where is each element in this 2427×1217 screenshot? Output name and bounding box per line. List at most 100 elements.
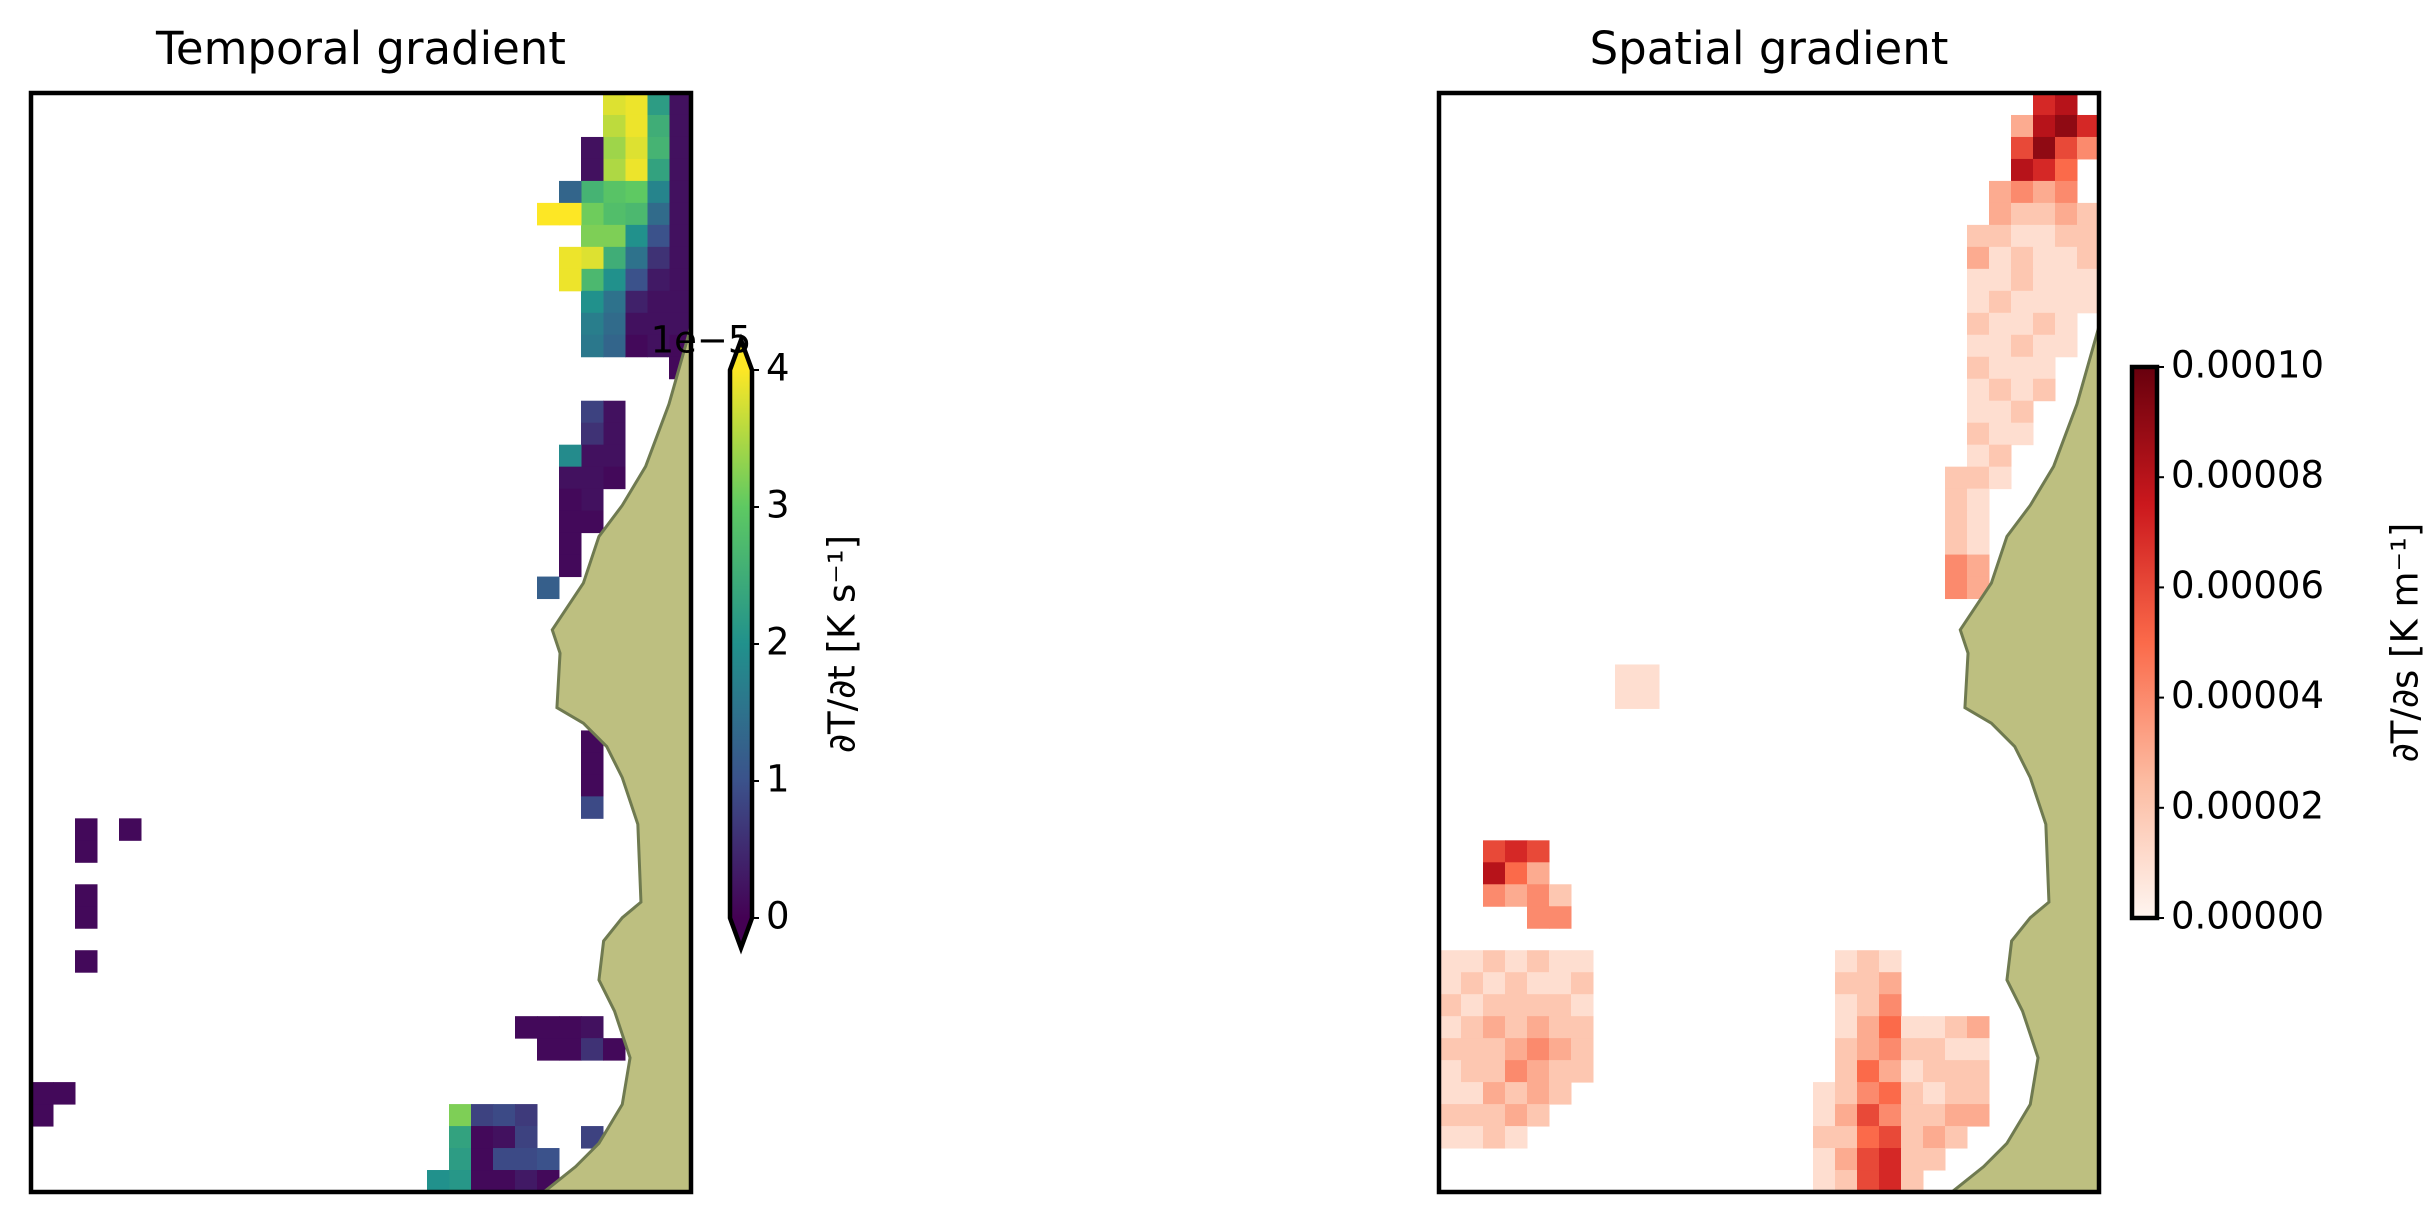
heatmap-cell: [1945, 466, 1968, 490]
heatmap-cell: [449, 1170, 472, 1193]
heatmap-cell: [1835, 950, 1858, 973]
heatmap-cell: [1945, 488, 1968, 512]
heatmap-cell: [1483, 972, 1506, 995]
heatmap-cell: [603, 158, 626, 182]
heatmap-cell: [647, 268, 670, 292]
heatmap-cell: [1527, 862, 1550, 885]
heatmap-cell: [625, 290, 648, 314]
heatmap-cell: [53, 1082, 76, 1105]
heatmap-cell: [471, 1148, 494, 1171]
heatmap-cell: [537, 1038, 560, 1061]
heatmap-cell: [31, 1104, 54, 1127]
heatmap-cell: [1483, 1016, 1506, 1039]
heatmap-cell: [471, 1104, 494, 1127]
heatmap-cell: [1967, 466, 1990, 490]
heatmap-cell: [1549, 1016, 1572, 1039]
heatmap-cell: [1527, 1016, 1550, 1039]
heatmap-cell: [1835, 1060, 1858, 1083]
heatmap-cell: [75, 840, 98, 863]
heatmap-cell: [1945, 1038, 1968, 1061]
heatmap-cell: [1967, 554, 1990, 578]
heatmap-cell: [1483, 994, 1506, 1017]
heatmap-cell: [1857, 1170, 1880, 1193]
heatmap-cell: [1989, 378, 2012, 402]
heatmap-cell: [2033, 378, 2056, 402]
heatmap-cell: [1439, 1038, 1462, 1061]
heatmap-cell: [1989, 422, 2012, 446]
heatmap-cell: [1439, 994, 1462, 1017]
heatmap-cell: [559, 554, 582, 578]
heatmap-cell: [1813, 1148, 1836, 1171]
heatmap-cell: [1989, 444, 2012, 468]
heatmap-cell: [647, 312, 670, 336]
heatmap-cell: [1813, 1104, 1836, 1127]
colorbar-label: ∂T/∂t [K s⁻¹]: [821, 535, 864, 753]
heatmap-cell: [2033, 93, 2056, 116]
heatmap-cell: [581, 268, 604, 292]
heatmap-cell: [603, 93, 626, 116]
colorbar-tick-label: 0.00006: [2171, 564, 2324, 607]
heatmap-cell: [515, 1104, 538, 1127]
heatmap-cell: [1967, 268, 1990, 292]
heatmap-cell: [1571, 1060, 1594, 1083]
colorbar-tick-label: 0.00008: [2171, 454, 2324, 497]
heatmap-cell: [1901, 1148, 1924, 1171]
heatmap-cell: [493, 1126, 516, 1149]
heatmap-cell: [1439, 1060, 1462, 1083]
heatmap-cell: [1615, 664, 1638, 687]
heatmap-cell: [471, 1126, 494, 1149]
heatmap-cell: [1967, 510, 1990, 534]
heatmap-cell: [581, 312, 604, 336]
heatmap-cell: [2055, 290, 2078, 314]
heatmap-cell: [1505, 840, 1528, 863]
heatmap-cell: [2055, 312, 2078, 336]
heatmap-cell: [493, 1170, 516, 1193]
heatmap-cell: [669, 136, 692, 160]
heatmap-cell: [1857, 1038, 1880, 1061]
colorbar-tick-label: 3: [766, 484, 790, 527]
heatmap-cell: [1857, 1016, 1880, 1039]
heatmap-cell: [559, 510, 582, 534]
heatmap-cell: [603, 114, 626, 138]
heatmap-cell: [647, 180, 670, 204]
heatmap-cell: [625, 268, 648, 292]
heatmap-cell: [669, 114, 692, 138]
heatmap-cell: [669, 224, 692, 248]
heatmap-cell: [471, 1170, 494, 1193]
heatmap-cell: [1857, 1082, 1880, 1105]
heatmap-cell: [1901, 1038, 1924, 1061]
heatmap-cell: [1989, 290, 2012, 314]
heatmap-cell: [1505, 1038, 1528, 1061]
heatmap-cell: [1505, 1060, 1528, 1083]
heatmap-cell: [2011, 400, 2034, 424]
heatmap-cell: [1637, 686, 1660, 709]
heatmap-cell: [625, 180, 648, 204]
heatmap-cell: [1879, 1016, 1902, 1039]
heatmap-cell: [1923, 1082, 1946, 1105]
heatmap-cell: [603, 334, 626, 358]
heatmap-cell: [1967, 224, 1990, 248]
heatmap-cell: [1461, 1082, 1484, 1105]
heatmap-cell: [625, 114, 648, 138]
heatmap-cell: [647, 334, 670, 358]
heatmap-cell: [1439, 972, 1462, 995]
heatmap-cell: [581, 444, 604, 468]
heatmap-cell: [603, 312, 626, 336]
heatmap-cell: [449, 1126, 472, 1149]
heatmap-cell: [625, 246, 648, 270]
heatmap-cell: [427, 1170, 450, 1193]
heatmap-cell: [515, 1170, 538, 1193]
colorbar: [730, 370, 752, 918]
heatmap-cell: [1483, 1126, 1506, 1149]
heatmap-cell: [625, 202, 648, 226]
heatmap-cell: [1989, 180, 2012, 204]
heatmap-cell: [1901, 1126, 1924, 1149]
heatmap-cell: [1461, 1016, 1484, 1039]
heatmap-cell: [1857, 1126, 1880, 1149]
heatmap-cell: [603, 444, 626, 468]
heatmap-cell: [75, 950, 98, 973]
heatmap-cell: [1967, 378, 1990, 402]
heatmap-cell: [449, 1148, 472, 1171]
heatmap-cell: [1835, 1126, 1858, 1149]
heatmap-cell: [1923, 1060, 1946, 1083]
